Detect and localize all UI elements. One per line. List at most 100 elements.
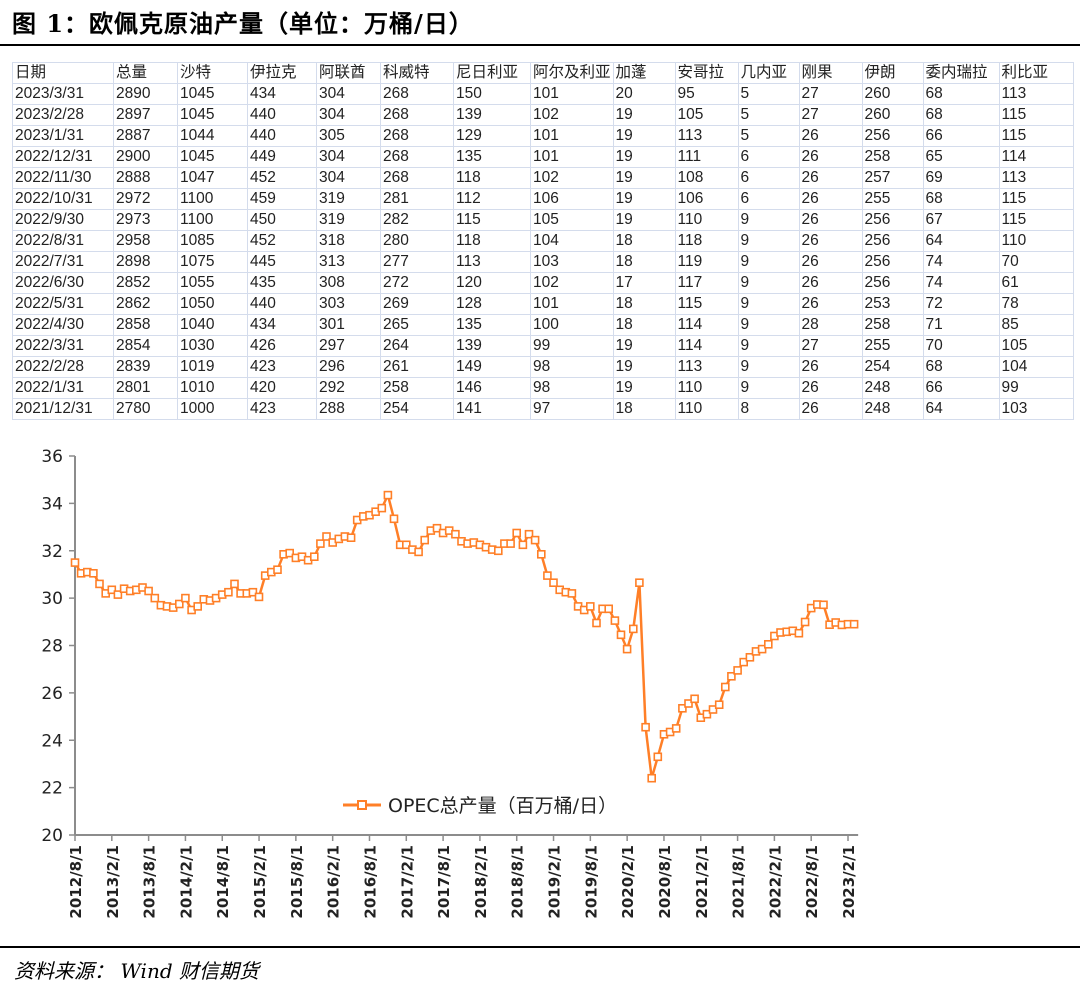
table-cell: 117 xyxy=(674,272,739,294)
data-point-marker xyxy=(95,579,104,589)
table-cell: 115 xyxy=(674,293,739,315)
chart-legend: OPEC总产量（百万桶/日） xyxy=(343,795,617,817)
table-cell: 74 xyxy=(922,272,1000,294)
table-cell: 255 xyxy=(861,335,924,357)
column-header: 阿联酋 xyxy=(316,62,381,84)
table-cell: 256 xyxy=(861,209,924,231)
table-cell: 2022/9/30 xyxy=(12,209,114,231)
column-header: 尼日利亚 xyxy=(453,62,531,84)
series-opec-total xyxy=(70,490,859,783)
x-tick-label: 2020/8/1 xyxy=(656,845,674,919)
table-cell: 449 xyxy=(247,146,317,168)
table-cell: 1055 xyxy=(177,272,248,294)
data-point-marker xyxy=(800,617,810,627)
table-cell: 100 xyxy=(530,314,614,336)
table-cell: 102 xyxy=(530,167,614,189)
data-point-marker xyxy=(708,705,718,714)
data-point-marker xyxy=(763,639,773,649)
table-cell: 304 xyxy=(316,83,381,105)
x-tick-label: 2022/8/1 xyxy=(803,845,821,919)
table-cell: 319 xyxy=(316,188,381,210)
table-row: 2021/12/31 2780 1000 423 288 254 141 97 18 110 8 26… xyxy=(12,398,1074,420)
x-tick-label: 2022/2/1 xyxy=(766,845,784,919)
table-cell: 99 xyxy=(530,335,614,357)
column-header: 刚果 xyxy=(798,62,863,84)
table-cell: 26 xyxy=(798,230,863,252)
table-cell: 1030 xyxy=(177,335,248,357)
table-cell: 28 xyxy=(798,314,863,336)
table-cell: 258 xyxy=(861,146,924,168)
table-cell: 64 xyxy=(922,398,1000,420)
table-cell: 114 xyxy=(674,335,739,357)
table-cell: 2022/5/31 xyxy=(12,293,114,315)
table-cell: 303 xyxy=(316,293,381,315)
data-point-marker xyxy=(616,630,626,640)
table-cell: 135 xyxy=(453,146,531,168)
data-point-marker xyxy=(383,490,393,500)
table-cell: 256 xyxy=(861,125,924,147)
table-cell: 268 xyxy=(380,83,454,105)
table-cell: 2973 xyxy=(113,209,178,231)
table-cell: 2887 xyxy=(113,125,178,147)
table-cell: 2022/4/30 xyxy=(12,314,114,336)
y-axis: 20 22 24 26 28 30 32 34 36 xyxy=(41,447,76,846)
table-cell: 26 xyxy=(798,251,863,273)
table-cell: 2890 xyxy=(113,83,178,105)
x-tick-label: 2016/8/1 xyxy=(361,845,379,919)
table-cell: 2858 xyxy=(113,314,178,336)
data-point-marker xyxy=(690,694,699,704)
table-cell: 27 xyxy=(798,83,863,105)
table-cell: 2888 xyxy=(113,167,178,189)
table-cell: 118 xyxy=(453,167,531,189)
data-point-marker xyxy=(420,535,430,545)
table-cell: 19 xyxy=(612,146,676,168)
table-cell: 1000 xyxy=(177,398,248,420)
table-cell: 114 xyxy=(674,314,739,336)
table-cell: 253 xyxy=(861,293,924,315)
table-cell: 9 xyxy=(737,356,800,378)
y-tick-label: 36 xyxy=(41,447,63,467)
table-row: 2023/1/31 2887 1044 440 305 268 129 101 19 113 5 26… xyxy=(12,125,1074,147)
data-point-marker xyxy=(512,528,522,538)
table-cell: 2801 xyxy=(113,377,178,399)
table-cell: 452 xyxy=(247,167,317,189)
table-cell: 26 xyxy=(798,377,863,399)
table-row: 2022/11/30 2888 1047 452 304 268 118 102 19 108 6 2… xyxy=(12,167,1074,189)
table-cell: 135 xyxy=(453,314,531,336)
table-cell: 95 xyxy=(674,83,739,105)
table-cell: 440 xyxy=(247,125,317,147)
table-cell: 106 xyxy=(530,188,614,210)
footer-divider xyxy=(0,946,1080,948)
data-point-marker xyxy=(144,586,153,596)
table-cell: 268 xyxy=(380,167,454,189)
table-cell: 305 xyxy=(316,125,381,147)
table-cell: 2022/7/31 xyxy=(12,251,114,273)
x-tick-label: 2015/2/1 xyxy=(251,845,269,919)
table-cell: 304 xyxy=(316,146,381,168)
table-header-row: 日期 总量 沙特 伊拉克 阿联酋 科威特 尼日利亚 阿尔及利亚 加蓬 安哥拉 几内亚 刚果 伊朗 委内瑞拉… xyxy=(12,62,1074,84)
table-cell: 2852 xyxy=(113,272,178,294)
table-cell: 9 xyxy=(737,251,800,273)
data-point-marker xyxy=(309,552,319,562)
table-cell: 268 xyxy=(380,104,454,126)
data-point-marker xyxy=(401,540,411,550)
table-cell: 111 xyxy=(674,146,739,168)
data-point-marker xyxy=(432,523,442,533)
data-point-marker xyxy=(493,546,503,556)
y-tick-label: 26 xyxy=(41,684,63,704)
data-point-marker xyxy=(678,703,687,713)
table-cell: 18 xyxy=(612,251,676,273)
table-cell: 277 xyxy=(380,251,454,273)
table-cell: 9 xyxy=(737,293,800,315)
table-cell: 26 xyxy=(798,146,863,168)
x-tick-label: 2019/8/1 xyxy=(582,845,600,919)
data-point-marker xyxy=(714,700,724,710)
table-cell: 1075 xyxy=(177,251,248,273)
y-tick-label: 20 xyxy=(41,826,63,846)
table-cell: 2839 xyxy=(113,356,178,378)
table-cell: 97 xyxy=(530,398,614,420)
x-tick-label: 2018/2/1 xyxy=(472,845,490,919)
table-cell: 18 xyxy=(612,314,676,336)
table-row: 2022/8/31 2958 1085 452 318 280 118 104 18 118 9 26… xyxy=(12,230,1074,252)
table-cell: 426 xyxy=(247,335,317,357)
